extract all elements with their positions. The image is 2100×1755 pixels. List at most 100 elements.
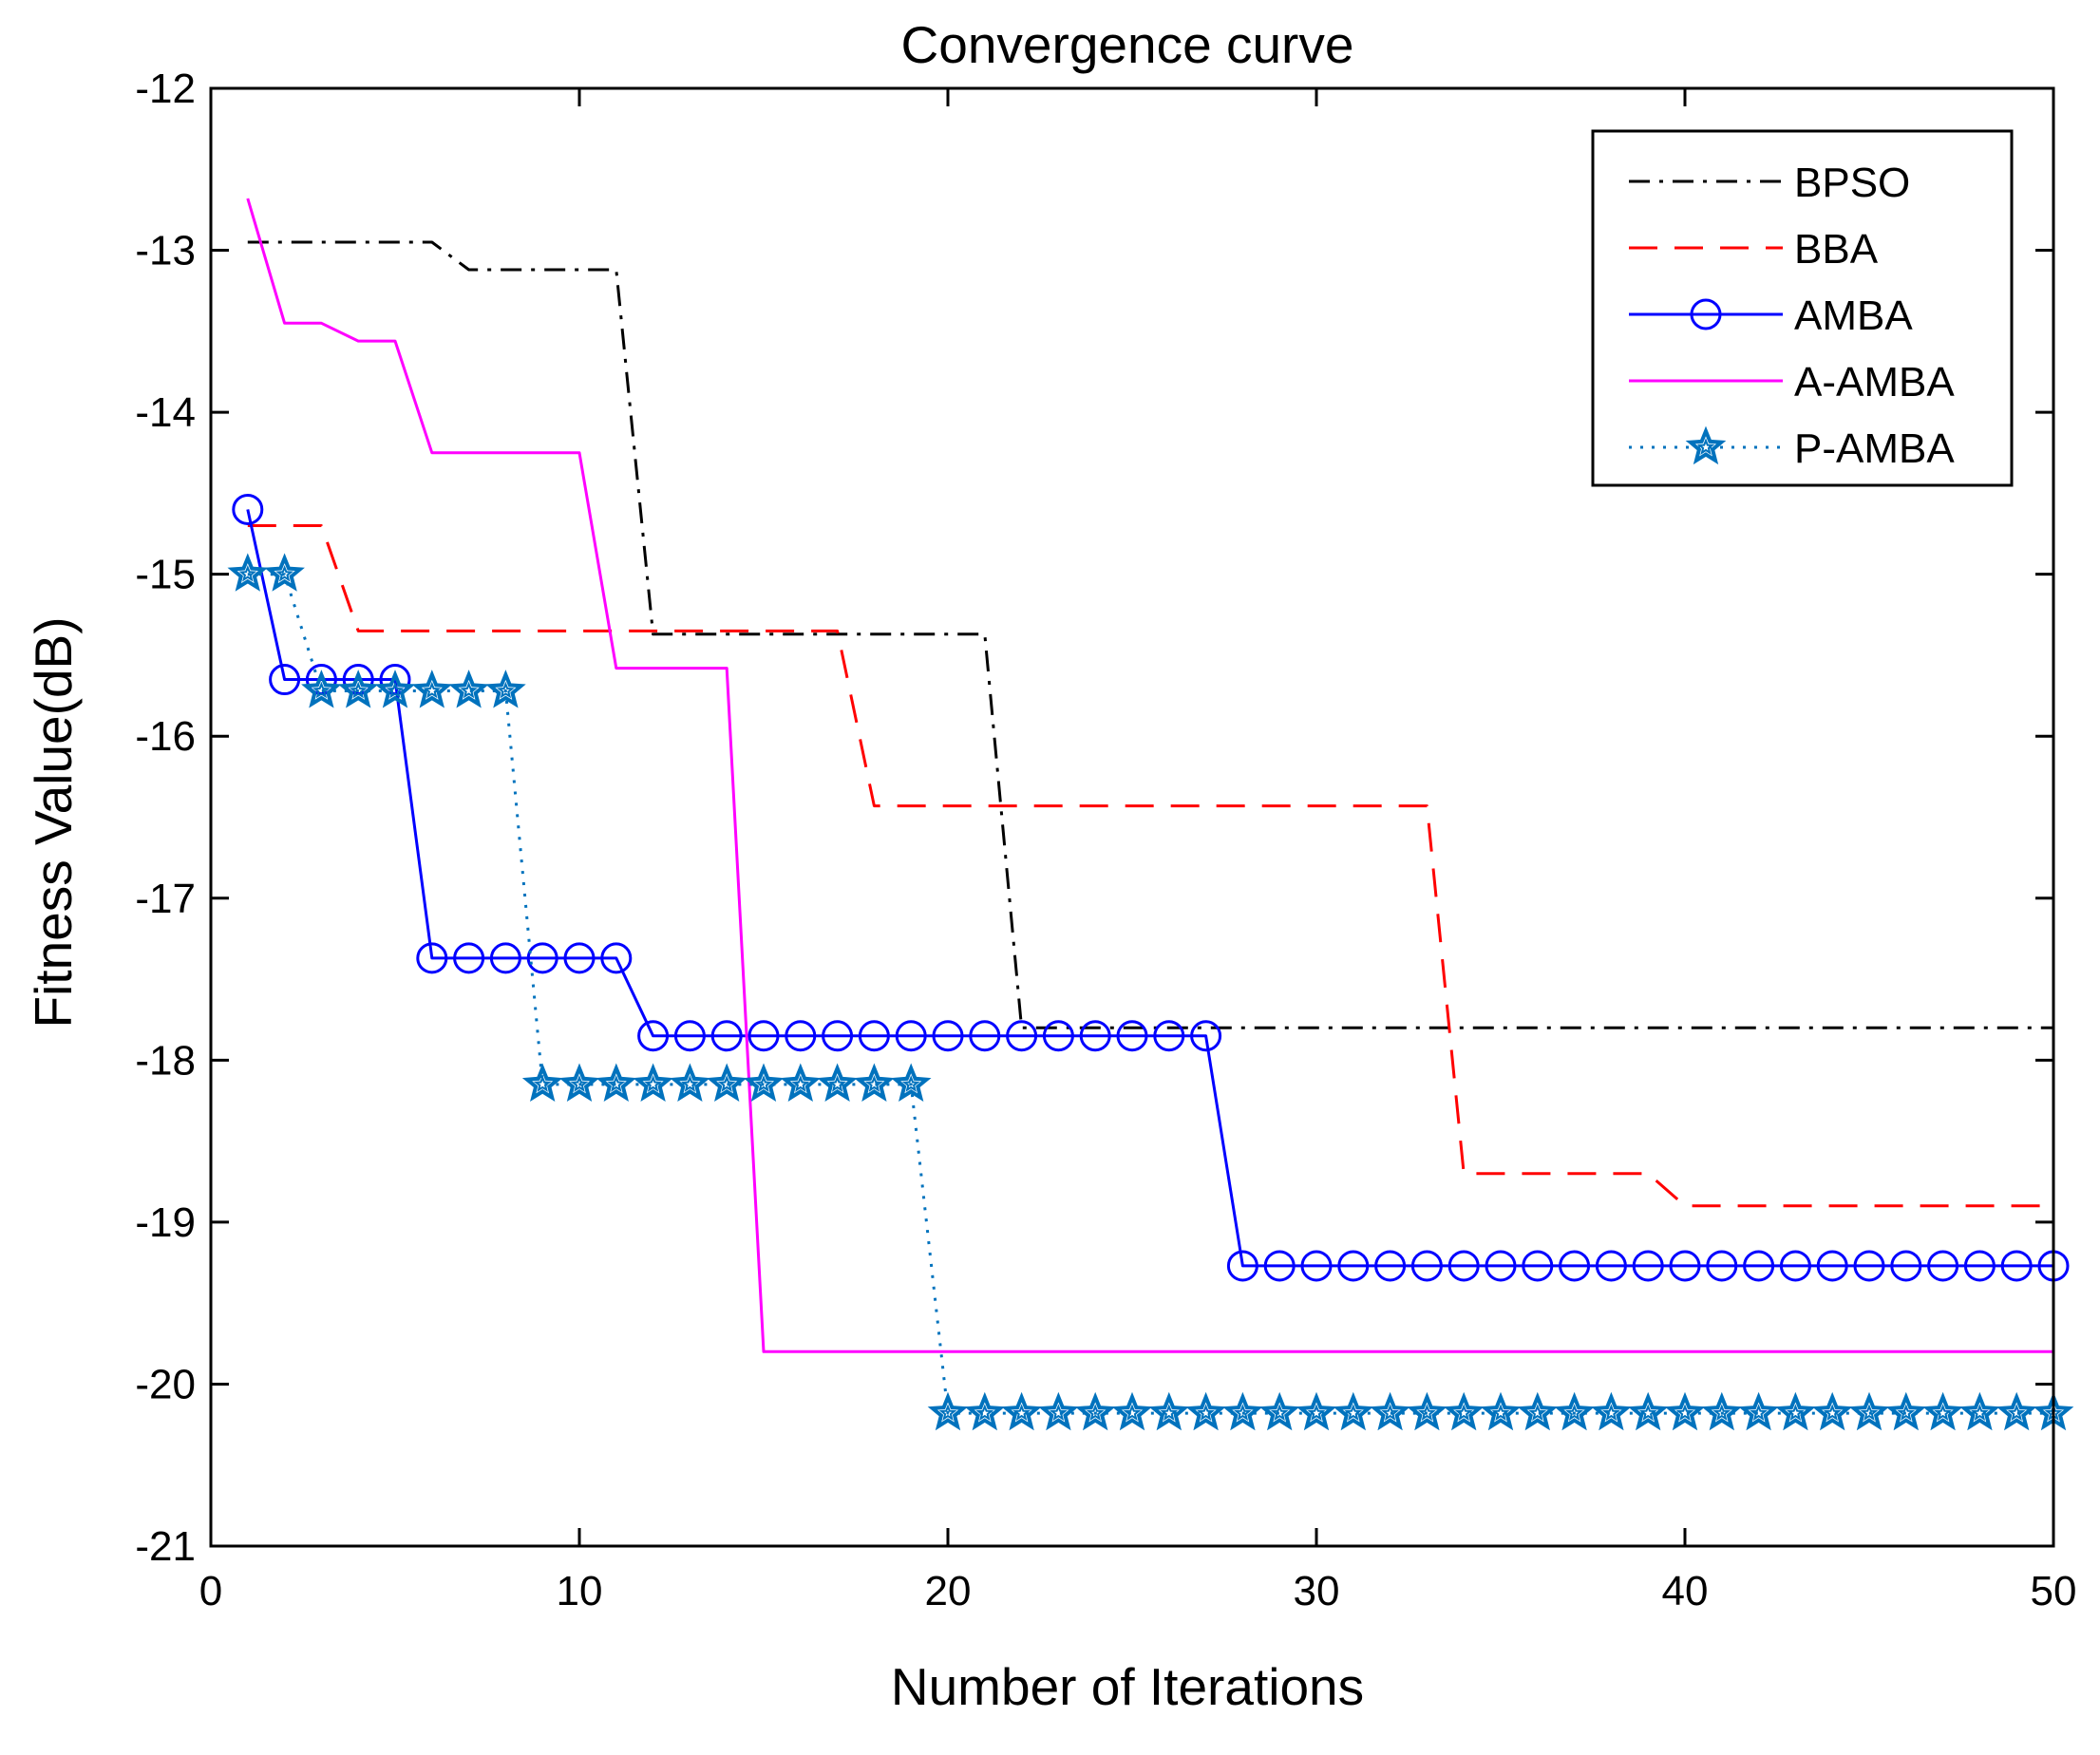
data-point-p-amba — [743, 1063, 785, 1103]
data-point-amba — [673, 1020, 706, 1052]
data-point-amba — [1153, 1020, 1185, 1052]
data-point-amba — [1485, 1250, 1517, 1282]
data-point-p-amba — [558, 1063, 600, 1103]
data-point-p-amba — [448, 670, 489, 708]
data-point-p-amba — [927, 1391, 969, 1431]
data-point-amba — [232, 493, 264, 525]
data-point-p-amba — [1517, 1391, 1559, 1431]
legend-label-a-amba: A-AMBA — [1794, 359, 1955, 406]
data-point-amba — [1374, 1250, 1407, 1282]
data-point-p-amba — [1222, 1391, 1263, 1431]
data-point-amba — [1410, 1250, 1443, 1282]
legend-marker-p-amba — [1685, 425, 1727, 465]
legend-label-bpso: BPSO — [1794, 160, 1910, 206]
data-point-p-amba — [1848, 1391, 1890, 1431]
legend-entry-bba: BBA — [1629, 226, 1879, 273]
legend-entry-bpso: BPSO — [1629, 160, 1910, 206]
series-layer — [227, 198, 2074, 1431]
x-axis-title: Number of Iterations — [891, 1657, 1364, 1716]
data-point-p-amba — [374, 670, 416, 708]
data-point-amba — [1079, 1020, 1111, 1052]
data-point-p-amba — [1811, 1391, 1853, 1431]
legend-marker-amba — [1690, 298, 1722, 330]
data-point-amba — [1595, 1250, 1627, 1282]
data-point-amba — [453, 942, 485, 974]
x-tick-label: 0 — [199, 1568, 222, 1614]
legend-box — [1591, 129, 2014, 487]
data-point-p-amba — [485, 670, 526, 708]
data-point-amba — [600, 942, 633, 974]
data-point-amba — [895, 1020, 927, 1052]
series-line-bpso — [247, 240, 2053, 1029]
data-point-p-amba — [301, 670, 342, 708]
data-point-amba — [747, 1020, 780, 1052]
data-point-amba — [1263, 1250, 1296, 1282]
data-point-amba — [637, 1020, 670, 1052]
data-point-p-amba — [854, 1063, 895, 1103]
data-point-p-amba — [1775, 1391, 1816, 1431]
y-tick-label: -18 — [135, 1037, 196, 1084]
y-tick-label: -19 — [135, 1199, 196, 1246]
chart-title: Convergence curve — [901, 15, 1354, 74]
data-point-amba — [526, 942, 558, 974]
data-point-amba — [1632, 1250, 1664, 1282]
y-tick-label: -14 — [135, 389, 196, 436]
data-point-p-amba — [964, 1391, 1006, 1431]
data-point-p-amba — [1296, 1391, 1337, 1431]
data-point-amba — [1816, 1250, 1848, 1282]
data-point-p-amba — [1664, 1391, 1706, 1431]
data-point-amba — [1006, 1020, 1038, 1052]
data-point-amba — [1226, 1250, 1258, 1282]
y-tick-label: -20 — [135, 1361, 196, 1407]
data-point-p-amba — [1370, 1391, 1410, 1431]
legend: BPSO BBA AMBA A-AMBA P-AMBA — [1591, 129, 2014, 487]
series-bpso — [247, 240, 2053, 1029]
x-tick-label: 50 — [2031, 1568, 2077, 1614]
y-tick-label: -17 — [135, 876, 196, 922]
data-point-p-amba — [1959, 1391, 2000, 1431]
data-point-amba — [1116, 1020, 1148, 1052]
data-point-p-amba — [1996, 1391, 2037, 1431]
y-tick-label: -16 — [135, 713, 196, 760]
data-point-amba — [1447, 1250, 1480, 1282]
x-tick-label: 20 — [925, 1568, 972, 1614]
data-point-amba — [1853, 1250, 1885, 1282]
data-point-amba — [563, 942, 596, 974]
data-point-p-amba — [521, 1063, 563, 1103]
data-point-p-amba — [633, 1063, 673, 1103]
data-point-amba — [1743, 1250, 1775, 1282]
series-amba — [232, 493, 2070, 1282]
series-p-amba — [227, 553, 2074, 1431]
data-point-p-amba — [890, 1063, 932, 1103]
data-point-amba — [416, 942, 448, 974]
data-point-amba — [785, 1020, 817, 1052]
data-point-amba — [1927, 1250, 1959, 1282]
series-line-amba — [246, 509, 2053, 1268]
data-point-p-amba — [706, 1063, 747, 1103]
legend-entry-p-amba: P-AMBA — [1629, 425, 1955, 472]
data-point-amba — [1042, 1020, 1074, 1052]
data-point-p-amba — [1443, 1391, 1485, 1431]
y-tick-label: -12 — [135, 66, 196, 112]
data-point-p-amba — [1258, 1391, 1300, 1431]
data-point-amba — [1337, 1250, 1370, 1282]
data-point-amba — [822, 1020, 854, 1052]
data-point-amba — [969, 1020, 1001, 1052]
data-point-p-amba — [1333, 1391, 1374, 1431]
legend-label-bba: BBA — [1794, 226, 1879, 273]
data-point-amba — [1190, 1020, 1222, 1052]
x-tick-label: 10 — [557, 1568, 603, 1614]
y-tick-label: -15 — [135, 552, 196, 598]
series-line-bba — [247, 524, 2053, 1208]
data-point-p-amba — [1001, 1391, 1042, 1431]
data-point-amba — [1300, 1250, 1333, 1282]
data-point-p-amba — [1148, 1391, 1190, 1431]
data-point-p-amba — [1591, 1391, 1632, 1431]
y-axis-title: Fitness Value(dB) — [24, 616, 83, 1028]
data-point-p-amba — [227, 553, 269, 592]
data-point-p-amba — [1922, 1391, 1963, 1431]
data-point-amba — [932, 1020, 964, 1052]
legend-entry-amba: AMBA — [1629, 292, 1913, 339]
